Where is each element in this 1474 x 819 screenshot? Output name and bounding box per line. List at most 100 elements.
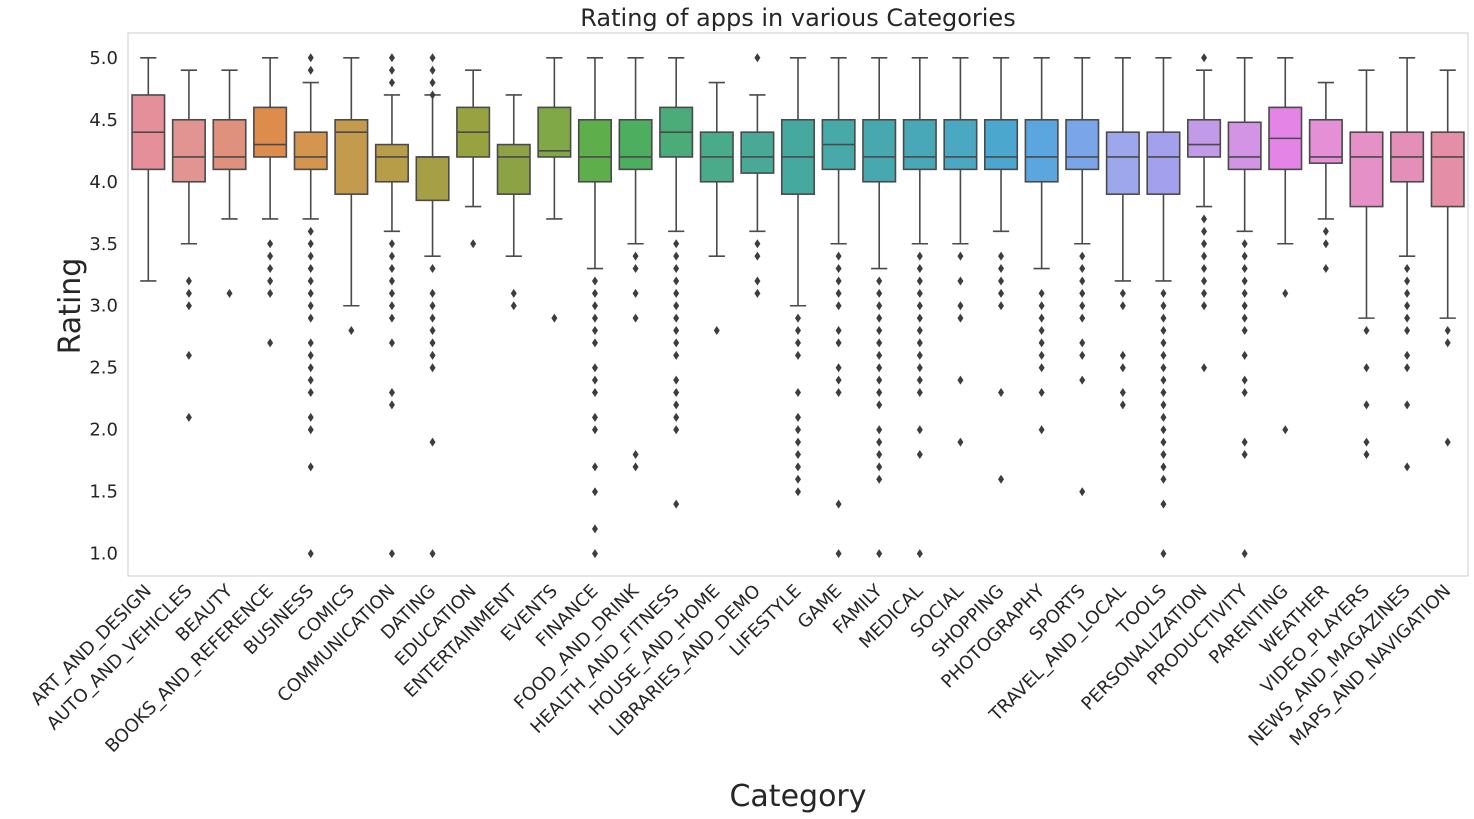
box-weather bbox=[1308, 81, 1343, 274]
y-tick-label: 3.0 bbox=[89, 296, 118, 317]
plot-area-frame bbox=[127, 32, 1469, 577]
outlier-point bbox=[1201, 276, 1208, 286]
iqr-box bbox=[1065, 118, 1100, 171]
outlier-point bbox=[632, 264, 639, 274]
outlier-point bbox=[307, 53, 314, 63]
outlier-point bbox=[388, 264, 395, 274]
outlier-point bbox=[1404, 288, 1411, 298]
outlier-point bbox=[267, 239, 274, 249]
outlier-point bbox=[1241, 350, 1248, 360]
outlier-point bbox=[1079, 375, 1086, 385]
outlier-point bbox=[998, 474, 1005, 484]
outlier-point bbox=[1119, 350, 1126, 360]
outlier-point bbox=[510, 301, 517, 311]
y-tick-label: 1.5 bbox=[89, 482, 118, 503]
y-axis-ticks: 1.0 1.5 2.0 2.5 3.0 3.5 4.0 4.5 5.0 bbox=[89, 48, 118, 565]
outlier-point bbox=[1363, 400, 1370, 410]
box-finance bbox=[577, 56, 613, 559]
outlier-point bbox=[429, 338, 436, 348]
outlier-point bbox=[754, 251, 761, 261]
outlier-point bbox=[470, 239, 477, 249]
outlier-point bbox=[388, 338, 395, 348]
outlier-point bbox=[429, 288, 436, 298]
outlier-point bbox=[1160, 549, 1167, 559]
box-travel-and-local bbox=[1105, 56, 1140, 410]
iqr-box bbox=[1349, 131, 1384, 208]
outlier-point bbox=[1160, 437, 1167, 447]
outlier-point bbox=[1241, 388, 1248, 398]
outlier-point bbox=[1241, 251, 1248, 261]
outlier-point bbox=[835, 276, 842, 286]
outlier-point bbox=[1241, 313, 1248, 323]
outlier-point bbox=[591, 276, 598, 286]
outlier-point bbox=[1404, 264, 1411, 274]
y-tick-label: 2.5 bbox=[89, 358, 118, 379]
box-dating bbox=[415, 53, 450, 559]
outlier-point bbox=[795, 474, 801, 484]
outlier-point bbox=[307, 276, 314, 286]
outlier-point bbox=[795, 450, 801, 460]
outlier-point bbox=[307, 388, 314, 398]
box-medical bbox=[902, 56, 937, 559]
outlier-point bbox=[307, 338, 314, 348]
outlier-point bbox=[876, 549, 883, 559]
outlier-point bbox=[673, 288, 680, 298]
outlier-point bbox=[835, 363, 842, 373]
iqr-box bbox=[496, 143, 531, 195]
box-sports bbox=[1065, 56, 1100, 497]
outlier-point bbox=[1404, 350, 1411, 360]
outlier-point bbox=[835, 338, 842, 348]
outlier-point bbox=[998, 264, 1005, 274]
iqr-box bbox=[415, 156, 450, 202]
outlier-point bbox=[1444, 326, 1451, 336]
box-beauty bbox=[212, 69, 247, 298]
outlier-point bbox=[1404, 363, 1411, 373]
outlier-point bbox=[632, 288, 639, 298]
y-tick-label: 5.0 bbox=[89, 48, 118, 69]
outlier-point bbox=[713, 326, 720, 336]
outlier-point bbox=[673, 301, 680, 311]
outlier-point bbox=[1079, 350, 1086, 360]
iqr-box bbox=[1146, 131, 1181, 195]
outlier-point bbox=[795, 313, 801, 323]
outlier-point bbox=[1404, 276, 1411, 286]
outlier-point bbox=[1322, 264, 1329, 274]
outlier-point bbox=[307, 350, 314, 360]
outlier-point bbox=[591, 388, 598, 398]
outlier-point bbox=[673, 499, 680, 509]
outlier-point bbox=[795, 350, 801, 360]
outlier-point bbox=[1363, 326, 1370, 336]
outlier-point bbox=[1160, 388, 1167, 398]
outlier-point bbox=[388, 53, 395, 63]
outlier-point bbox=[1038, 338, 1045, 348]
outlier-point bbox=[591, 301, 598, 311]
outlier-point bbox=[795, 412, 801, 422]
outlier-point bbox=[1160, 462, 1167, 472]
outlier-point bbox=[876, 363, 883, 373]
outlier-point bbox=[632, 450, 639, 460]
outlier-point bbox=[916, 288, 923, 298]
outlier-point bbox=[1201, 239, 1208, 249]
outlier-point bbox=[673, 375, 680, 385]
outlier-point bbox=[876, 437, 883, 447]
box-shopping bbox=[983, 56, 1019, 484]
y-axis-label: Rating bbox=[53, 258, 88, 355]
outlier-point bbox=[1079, 276, 1086, 286]
outlier-point bbox=[1119, 363, 1126, 373]
outlier-point bbox=[998, 251, 1005, 261]
iqr-box bbox=[1308, 118, 1343, 164]
outlier-point bbox=[1363, 450, 1370, 460]
outlier-point bbox=[388, 301, 395, 311]
outlier-point bbox=[916, 251, 923, 261]
outlier-point bbox=[551, 313, 558, 323]
outlier-point bbox=[1160, 350, 1167, 360]
outlier-point bbox=[1038, 425, 1045, 435]
outlier-point bbox=[1201, 251, 1208, 261]
box-family bbox=[862, 56, 897, 559]
outlier-point bbox=[957, 313, 964, 323]
outlier-point bbox=[1241, 450, 1248, 460]
box-lifestyle bbox=[780, 56, 816, 497]
y-tick-label: 4.5 bbox=[89, 110, 118, 131]
outlier-point bbox=[998, 388, 1005, 398]
box-food-and-drink bbox=[618, 56, 653, 472]
